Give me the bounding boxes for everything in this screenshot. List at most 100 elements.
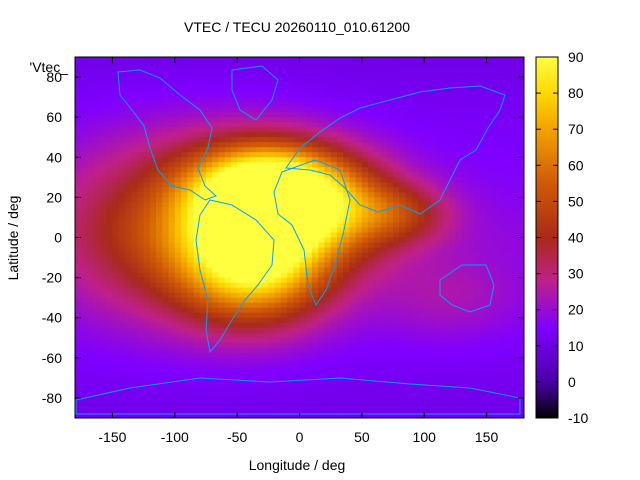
heatmap-cell [181, 177, 188, 183]
heatmap-cell [505, 317, 512, 324]
heatmap-cell [318, 157, 325, 163]
heatmap-cell [499, 212, 506, 218]
heatmap-cell [93, 72, 101, 78]
heatmap-cell [417, 342, 425, 349]
heatmap-cell [93, 302, 101, 309]
heatmap-cell [449, 87, 456, 93]
heatmap-cell [324, 252, 332, 258]
heatmap-cell [318, 282, 325, 289]
heatmap-cell [162, 112, 169, 118]
heatmap-cell [287, 67, 294, 73]
heatmap-cell [355, 307, 363, 314]
heatmap-cell [230, 57, 238, 63]
heatmap-cell [274, 177, 282, 183]
heatmap-cell [118, 197, 126, 203]
heatmap-cell [368, 212, 375, 218]
heatmap-cell [417, 222, 425, 228]
heatmap-cell [287, 242, 294, 248]
heatmap-cell [118, 152, 126, 158]
heatmap-cell [218, 247, 226, 253]
heatmap-cell [393, 332, 400, 339]
heatmap-cell [243, 227, 251, 233]
heatmap-cell [505, 72, 512, 78]
heatmap-cell [118, 367, 126, 374]
heatmap-cell [174, 167, 182, 173]
heatmap-cell [243, 362, 251, 369]
heatmap-cell [492, 257, 500, 263]
heatmap-cell [442, 322, 450, 329]
heatmap-cell [455, 232, 463, 238]
heatmap-cell [143, 227, 151, 233]
heatmap-cell [81, 272, 88, 279]
heatmap-cell [305, 342, 313, 349]
heatmap-cell [442, 227, 450, 233]
heatmap-cell [405, 377, 413, 384]
heatmap-cell [193, 147, 201, 153]
heatmap-cell [355, 262, 363, 268]
heatmap-cell [480, 72, 487, 78]
heatmap-cell [99, 57, 107, 63]
heatmap-cell [499, 137, 506, 143]
heatmap-cell [187, 57, 194, 63]
heatmap-cell [174, 147, 182, 153]
heatmap-cell [492, 357, 500, 364]
heatmap-cell [399, 312, 406, 319]
heatmap-cell [193, 297, 201, 304]
heatmap-cell [237, 237, 244, 243]
heatmap-cell [156, 267, 163, 273]
heatmap-cell [212, 212, 219, 218]
heatmap-cell [243, 352, 251, 359]
heatmap-cell [374, 62, 381, 68]
heatmap-cell [205, 82, 213, 88]
heatmap-cell [336, 322, 344, 329]
heatmap-cell [380, 212, 388, 218]
heatmap-cell [517, 212, 525, 218]
heatmap-cell [106, 372, 113, 379]
heatmap-cell [517, 107, 525, 113]
heatmap-cell [249, 62, 257, 68]
heatmap-cell [280, 237, 288, 243]
heatmap-cell [106, 267, 113, 273]
heatmap-cell [149, 167, 157, 173]
heatmap-cell [93, 67, 101, 73]
heatmap-cell [199, 122, 207, 128]
heatmap-cell [162, 227, 169, 233]
heatmap-cell [467, 177, 475, 183]
heatmap-cell [249, 232, 257, 238]
heatmap-cell [243, 57, 251, 63]
heatmap-cell [299, 167, 307, 173]
heatmap-cell [230, 252, 238, 258]
heatmap-cell [149, 242, 157, 248]
heatmap-cell [405, 372, 413, 379]
heatmap-cell [249, 127, 257, 133]
heatmap-cell [174, 232, 182, 238]
heatmap-cell [399, 132, 406, 138]
heatmap-cell [455, 327, 463, 334]
heatmap-cell [230, 297, 238, 304]
heatmap-cell [474, 207, 481, 213]
heatmap-cell [299, 132, 307, 138]
heatmap-cell [474, 117, 481, 123]
heatmap-cell [474, 87, 481, 93]
heatmap-cell [449, 337, 456, 344]
heatmap-cell [168, 302, 176, 309]
heatmap-cell [343, 257, 350, 263]
heatmap-cell [243, 297, 251, 304]
heatmap-cell [224, 172, 232, 178]
heatmap-cell [156, 367, 163, 374]
heatmap-cell [274, 277, 282, 284]
heatmap-cell [81, 237, 88, 243]
heatmap-cell [405, 357, 413, 364]
heatmap-cell [193, 102, 201, 108]
heatmap-cell [187, 307, 194, 314]
heatmap-cell [131, 62, 138, 68]
heatmap-cell [299, 67, 307, 73]
heatmap-cell [243, 127, 251, 133]
heatmap-cell [424, 282, 431, 289]
heatmap-cell [293, 227, 300, 233]
heatmap-cell [405, 282, 413, 289]
heatmap-cell [511, 172, 519, 178]
heatmap-cell [299, 97, 307, 103]
heatmap-cell [336, 197, 344, 203]
heatmap-cell [505, 62, 512, 68]
